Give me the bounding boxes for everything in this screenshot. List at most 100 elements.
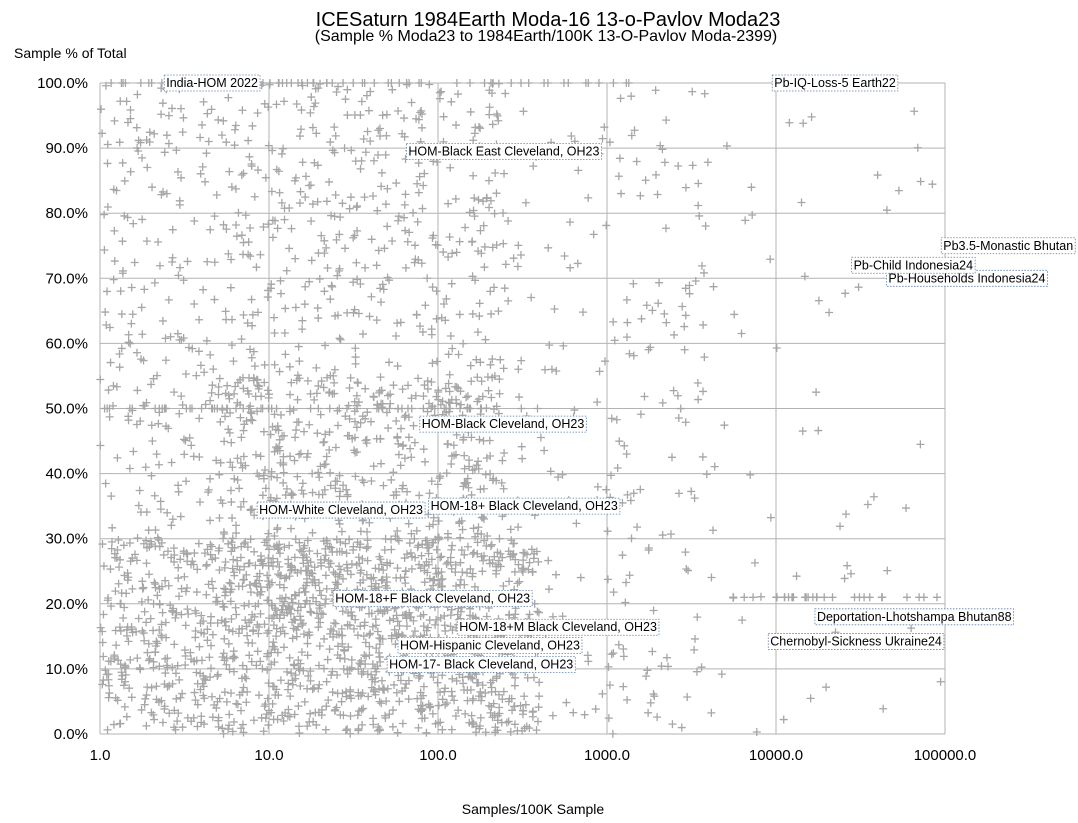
data-point xyxy=(437,552,446,561)
data-point xyxy=(274,167,283,176)
data-point xyxy=(274,426,283,435)
data-point xyxy=(310,683,319,692)
data-point xyxy=(525,724,534,733)
data-point xyxy=(253,647,262,656)
annotation: HOM-18+ Black Cleveland, OH23 xyxy=(428,497,621,515)
data-point xyxy=(747,183,756,192)
data-point xyxy=(183,257,192,266)
data-point xyxy=(121,79,130,87)
data-point xyxy=(338,607,347,616)
annotation-box xyxy=(419,415,587,433)
data-point xyxy=(315,473,324,482)
data-point xyxy=(350,111,359,120)
data-point xyxy=(142,721,151,730)
data-point xyxy=(146,614,155,623)
data-point xyxy=(528,567,537,576)
data-point xyxy=(152,450,161,459)
annotation-box xyxy=(885,269,1048,287)
data-point xyxy=(878,593,887,602)
data-point xyxy=(126,167,135,176)
data-point xyxy=(245,152,254,161)
data-point xyxy=(161,576,170,585)
data-point xyxy=(231,184,240,193)
data-point xyxy=(489,474,498,483)
data-point xyxy=(519,556,528,565)
data-point xyxy=(646,343,655,352)
data-point xyxy=(685,289,694,298)
data-point xyxy=(121,670,130,679)
data-point xyxy=(202,561,211,570)
data-point xyxy=(294,722,303,731)
data-point xyxy=(291,433,300,442)
data-point xyxy=(393,564,402,573)
data-point xyxy=(364,692,373,701)
data-point xyxy=(462,393,471,402)
data-point xyxy=(292,625,301,634)
data-point xyxy=(145,570,154,579)
data-point xyxy=(521,700,530,709)
data-point xyxy=(456,580,465,589)
data-point xyxy=(371,615,380,624)
data-point xyxy=(424,549,433,558)
data-point xyxy=(427,555,436,564)
data-point xyxy=(263,571,272,580)
data-point xyxy=(352,404,361,413)
data-point xyxy=(487,393,496,402)
data-point xyxy=(400,132,409,141)
data-point xyxy=(325,542,334,551)
data-point xyxy=(327,281,336,290)
data-point xyxy=(144,639,153,648)
data-point xyxy=(325,645,334,654)
data-point xyxy=(520,549,529,558)
data-point xyxy=(229,555,238,564)
data-point xyxy=(300,587,309,596)
data-point xyxy=(655,278,664,287)
data-point xyxy=(458,525,467,534)
data-point xyxy=(264,141,273,150)
data-point xyxy=(225,394,234,403)
data-point xyxy=(181,587,190,596)
data-point xyxy=(195,315,204,324)
data-point xyxy=(717,670,726,679)
data-point xyxy=(626,496,635,505)
data-point xyxy=(443,558,452,567)
data-point xyxy=(327,211,336,220)
data-point xyxy=(806,694,815,703)
data-point xyxy=(343,431,352,440)
data-point xyxy=(404,695,413,704)
data-point xyxy=(206,396,215,405)
data-point xyxy=(303,566,312,575)
data-point xyxy=(404,519,413,528)
data-point xyxy=(151,583,160,592)
data-point xyxy=(326,371,335,380)
data-point xyxy=(543,79,552,87)
data-point xyxy=(220,563,229,572)
data-point xyxy=(288,634,297,643)
data-point xyxy=(399,114,408,123)
data-point xyxy=(374,150,383,159)
data-point xyxy=(304,671,313,680)
data-point xyxy=(603,575,612,584)
data-point xyxy=(295,357,304,366)
data-point xyxy=(246,252,255,261)
data-point xyxy=(239,497,248,506)
data-point xyxy=(387,79,396,87)
data-point xyxy=(352,391,361,400)
data-point xyxy=(242,674,251,683)
data-point xyxy=(519,564,528,573)
data-point xyxy=(306,404,315,413)
data-point xyxy=(117,310,126,319)
data-point xyxy=(454,384,463,393)
data-point xyxy=(225,710,234,719)
data-point xyxy=(433,357,442,366)
data-point xyxy=(167,553,176,562)
data-point xyxy=(99,610,108,619)
data-point xyxy=(316,618,325,627)
data-point xyxy=(243,631,252,640)
data-point xyxy=(273,473,282,482)
data-point xyxy=(310,158,319,167)
data-point xyxy=(264,679,273,688)
data-point xyxy=(349,79,358,87)
data-point xyxy=(331,131,340,140)
data-point xyxy=(480,551,489,560)
